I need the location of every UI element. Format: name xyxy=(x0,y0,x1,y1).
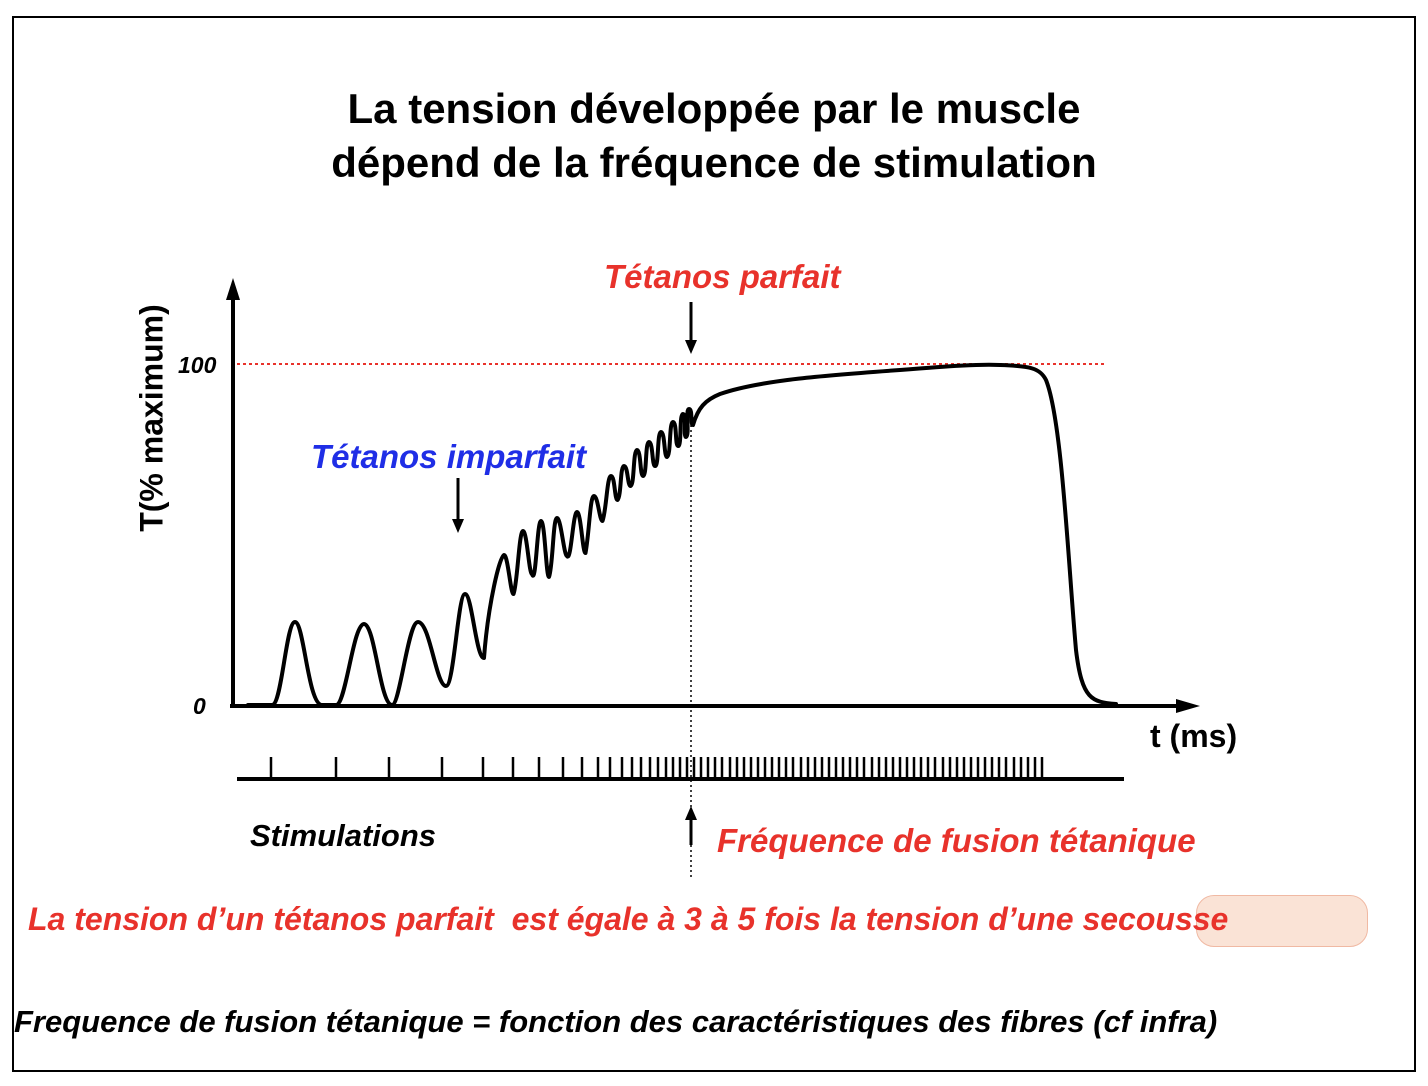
tension-statement: La tension d’un tétanos parfait est égal… xyxy=(28,901,1228,938)
tetanos-imparfait-label: Tétanos imparfait xyxy=(311,438,587,475)
tension-curve xyxy=(246,362,1118,707)
stimulation-ticks xyxy=(269,757,1044,779)
fusion-frequency-arrowhead xyxy=(685,806,697,820)
x-axis-label: t (ms) xyxy=(1150,718,1238,754)
secousse-word: secousse xyxy=(1082,901,1229,937)
y-axis-label: T(% maximum) xyxy=(133,304,170,532)
stimulations-label: Stimulations xyxy=(250,818,437,853)
tension-statement-text: La tension d’un tétanos parfait est égal… xyxy=(28,901,1083,937)
slide-title-line-2: dépend de la fréquence de stimulation xyxy=(331,139,1097,186)
tetanos-parfait-arrowhead xyxy=(685,340,697,354)
x-axis-arrowhead xyxy=(1176,699,1200,713)
y-tick-100: 100 xyxy=(178,352,217,378)
slide-title-line-1: La tension développée par le muscle xyxy=(347,85,1081,132)
fusion-frequency-label: Fréquence de fusion tétanique xyxy=(717,822,1196,859)
y-tick-0: 0 xyxy=(193,693,206,719)
y-axis-arrowhead xyxy=(226,278,240,300)
fusion-definition-statement: Frequence de fusion tétanique = fonction… xyxy=(14,1004,1218,1039)
tetanos-imparfait-arrowhead xyxy=(452,519,464,533)
slide-frame xyxy=(12,16,1416,1072)
tetanos-parfait-label: Tétanos parfait xyxy=(604,258,841,295)
secousse-highlight xyxy=(1196,895,1368,947)
